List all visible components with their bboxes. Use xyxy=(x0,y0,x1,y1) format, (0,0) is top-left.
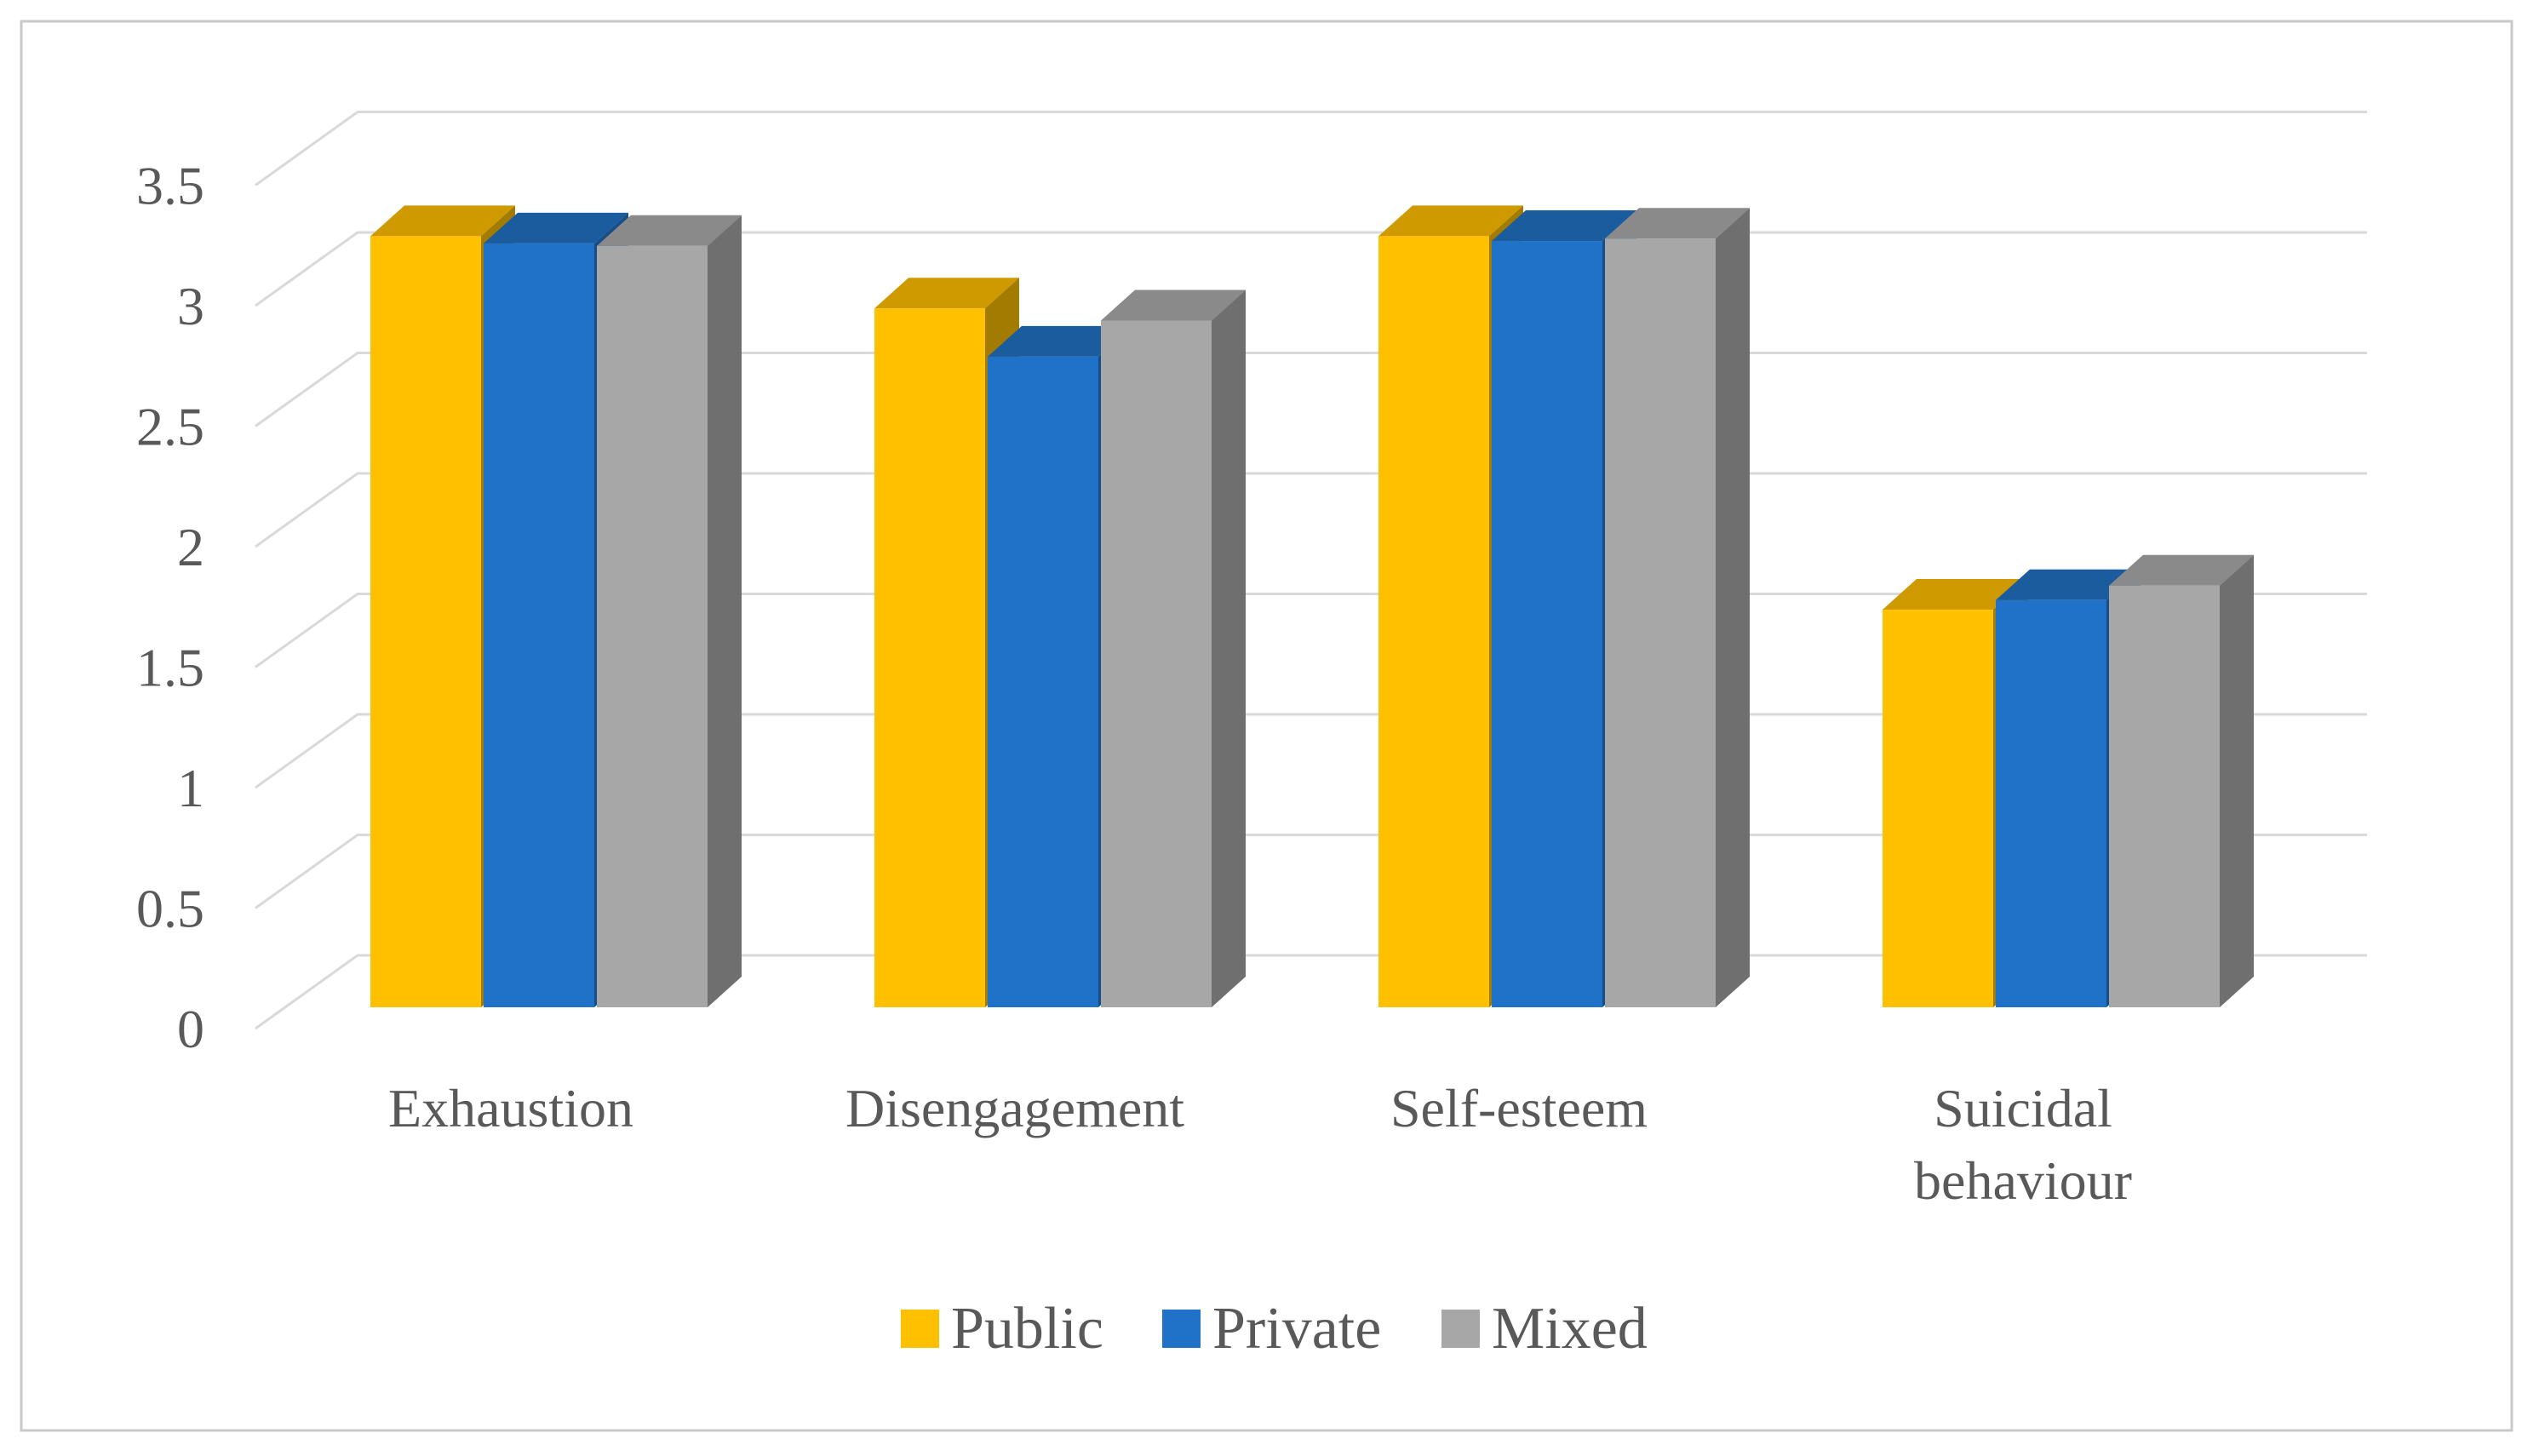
bar-side-face xyxy=(2220,554,2254,1007)
bar-top-face xyxy=(1378,205,1523,237)
bar-top-face xyxy=(1996,569,2141,600)
bar-mixed-suicidal-behaviour xyxy=(2109,554,2254,1007)
x-axis-category-label-disengagement: Disengagement xyxy=(845,1078,1184,1138)
bar-front-face xyxy=(597,245,708,1008)
bar-mixed-exhaustion xyxy=(597,215,742,1008)
bar-mixed-disengagement xyxy=(1101,289,1246,1007)
bar-front-face xyxy=(1378,236,1489,1007)
category-label-line: behaviour xyxy=(1914,1150,2132,1211)
y-axis-tick-label: 2 xyxy=(177,517,204,577)
legend-item-public: Public xyxy=(901,1296,1103,1361)
bar-side-face xyxy=(1212,289,1246,1007)
legend-label: Private xyxy=(1212,1296,1381,1361)
x-axis-category-label-self-esteem: Self-esteem xyxy=(1390,1078,1648,1138)
category-label-line: Self-esteem xyxy=(1390,1078,1648,1138)
legend-label: Mixed xyxy=(1492,1296,1648,1361)
bar-top-face xyxy=(370,205,515,237)
y-axis-tick-label: 0.5 xyxy=(136,879,204,939)
bar-top-face xyxy=(2109,554,2254,586)
bar-front-face xyxy=(874,308,985,1007)
y-axis-tick-label: 2.5 xyxy=(136,397,204,457)
legend-swatch-public xyxy=(901,1310,939,1348)
bar-front-face xyxy=(1996,599,2106,1007)
legend-item-private: Private xyxy=(1162,1296,1381,1361)
bar-side-face xyxy=(708,215,742,1008)
bar-top-face xyxy=(597,215,742,246)
legend-swatch-private xyxy=(1162,1310,1201,1348)
bar-front-face xyxy=(2109,585,2220,1007)
legend-label: Public xyxy=(951,1296,1103,1361)
y-axis-tick-label: 0 xyxy=(177,999,204,1059)
bar-front-face xyxy=(1492,241,1602,1007)
bar-front-face xyxy=(370,236,481,1007)
bar-top-face xyxy=(484,212,628,244)
bar-front-face xyxy=(1605,238,1716,1008)
y-axis-tick-label: 3 xyxy=(177,276,204,336)
bar-front-face xyxy=(484,243,594,1007)
bar-front-face xyxy=(988,356,1098,1007)
bar-top-face xyxy=(1605,208,1750,239)
legend-item-mixed: Mixed xyxy=(1441,1296,1648,1361)
y-axis-tick-label: 1.5 xyxy=(136,638,204,698)
bar-top-face xyxy=(874,278,1019,309)
category-label-line: Exhaustion xyxy=(388,1078,633,1138)
y-axis-tick-label: 3.5 xyxy=(136,156,204,216)
x-axis-category-label-exhaustion: Exhaustion xyxy=(388,1078,633,1138)
x-axis-category-label-suicidal-behaviour: Suicidal behaviour xyxy=(1914,1078,2132,1211)
bar-top-face xyxy=(988,325,1132,357)
bar-mixed-self-esteem xyxy=(1605,208,1750,1008)
bar-top-face xyxy=(1101,289,1246,321)
bar-front-face xyxy=(1101,320,1212,1007)
y-axis-tick-label: 1 xyxy=(177,758,204,818)
bar-top-face xyxy=(1492,210,1636,242)
gridline xyxy=(255,111,2367,186)
legend-swatch-mixed xyxy=(1441,1310,1480,1348)
bar-front-face xyxy=(1883,610,1993,1007)
category-label-line: Disengagement xyxy=(845,1078,1184,1138)
category-label-line: Suicidal xyxy=(1934,1078,2112,1138)
bar-side-face xyxy=(1716,208,1750,1008)
bar-top-face xyxy=(1883,579,2027,610)
